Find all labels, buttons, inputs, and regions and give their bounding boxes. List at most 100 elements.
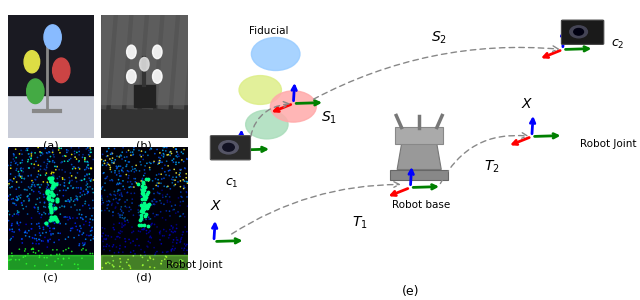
- Point: [47, 198, 58, 203]
- Point: [145, 160, 155, 165]
- Point: [29, 205, 40, 210]
- Point: [79, 157, 90, 162]
- Point: [97, 152, 108, 157]
- Point: [110, 193, 120, 198]
- Point: [46, 207, 56, 212]
- Point: [106, 235, 116, 239]
- Point: [120, 215, 130, 220]
- Point: [15, 160, 26, 165]
- Point: [19, 230, 29, 235]
- Point: [58, 176, 68, 180]
- Point: [149, 197, 159, 202]
- Point: [156, 209, 166, 214]
- Point: [21, 261, 31, 266]
- Point: [15, 228, 25, 233]
- Point: [108, 151, 118, 156]
- Point: [174, 172, 184, 177]
- Point: [72, 227, 83, 232]
- Point: [80, 155, 90, 160]
- Point: [39, 195, 49, 200]
- Point: [50, 206, 60, 211]
- Point: [75, 194, 85, 199]
- Point: [131, 181, 141, 185]
- Point: [42, 164, 52, 168]
- Point: [120, 236, 130, 241]
- Point: [125, 241, 136, 245]
- Circle shape: [239, 76, 282, 104]
- Point: [110, 168, 120, 173]
- Point: [81, 187, 92, 192]
- Point: [35, 237, 45, 242]
- Point: [175, 190, 186, 194]
- Point: [157, 160, 167, 165]
- Point: [81, 214, 91, 219]
- Point: [145, 229, 155, 233]
- Point: [117, 229, 127, 234]
- Point: [155, 191, 165, 196]
- Point: [159, 233, 170, 238]
- Point: [115, 164, 125, 169]
- Point: [164, 227, 175, 232]
- Point: [3, 197, 13, 202]
- Point: [139, 227, 149, 232]
- Point: [122, 218, 132, 223]
- Point: [60, 159, 70, 164]
- Point: [42, 184, 52, 189]
- Point: [144, 217, 154, 221]
- Point: [64, 175, 74, 180]
- Point: [157, 188, 167, 193]
- Point: [135, 229, 145, 234]
- Point: [23, 173, 33, 178]
- Point: [140, 204, 150, 208]
- Point: [108, 156, 118, 161]
- Point: [164, 236, 174, 240]
- Point: [129, 147, 139, 152]
- Point: [11, 187, 21, 192]
- Point: [138, 223, 148, 227]
- Point: [107, 202, 117, 207]
- Point: [29, 206, 40, 210]
- Point: [16, 148, 26, 153]
- Point: [131, 163, 141, 168]
- Point: [44, 159, 54, 164]
- Point: [116, 167, 127, 172]
- Point: [106, 152, 116, 157]
- Point: [67, 152, 77, 157]
- Point: [61, 199, 72, 203]
- Point: [171, 160, 181, 165]
- Point: [102, 199, 112, 204]
- Point: [168, 178, 179, 182]
- Point: [115, 197, 125, 202]
- Point: [17, 176, 27, 181]
- Point: [35, 211, 45, 216]
- Point: [35, 196, 45, 200]
- Point: [35, 173, 45, 178]
- Point: [108, 244, 118, 249]
- Point: [175, 240, 186, 245]
- Point: [154, 160, 164, 164]
- Point: [97, 163, 108, 168]
- Point: [13, 162, 23, 167]
- Text: $c_1$: $c_1$: [225, 177, 238, 190]
- FancyBboxPatch shape: [211, 136, 250, 160]
- Point: [7, 254, 17, 258]
- Point: [40, 221, 50, 226]
- Point: [165, 232, 175, 237]
- Point: [112, 154, 122, 159]
- Point: [116, 207, 126, 212]
- Point: [71, 224, 81, 229]
- Point: [26, 150, 36, 155]
- Point: [30, 232, 40, 237]
- Point: [72, 170, 83, 175]
- Point: [157, 193, 168, 197]
- Point: [145, 202, 156, 207]
- Point: [113, 201, 123, 206]
- Point: [4, 182, 14, 186]
- Point: [156, 181, 166, 186]
- Point: [20, 187, 31, 192]
- Bar: [134, 85, 155, 107]
- Point: [31, 241, 41, 246]
- Point: [3, 183, 13, 188]
- Point: [39, 167, 49, 172]
- Point: [109, 227, 119, 232]
